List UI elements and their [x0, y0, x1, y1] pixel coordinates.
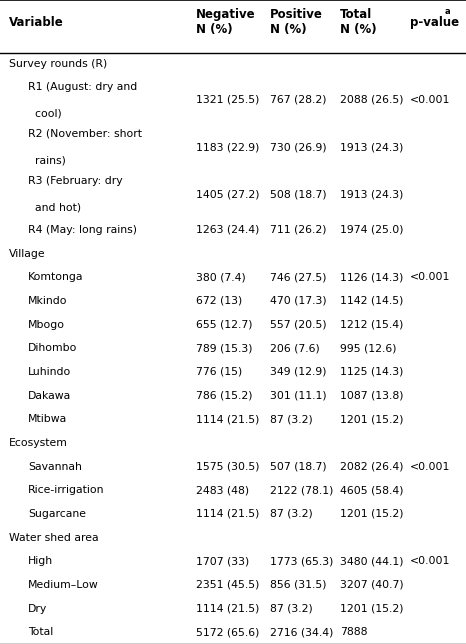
Text: 1114 (21.5): 1114 (21.5) [196, 414, 259, 424]
Text: 655 (12.7): 655 (12.7) [196, 319, 252, 330]
Text: p-value: p-value [410, 16, 459, 29]
Text: 2483 (48): 2483 (48) [196, 485, 249, 495]
Text: 2716 (34.4): 2716 (34.4) [270, 627, 334, 637]
Text: 301 (11.1): 301 (11.1) [270, 391, 327, 401]
Text: High: High [28, 556, 53, 566]
Text: R4 (May: long rains): R4 (May: long rains) [28, 225, 137, 235]
Text: R1 (August: dry and: R1 (August: dry and [28, 82, 137, 91]
Text: Positive
N (%): Positive N (%) [270, 8, 323, 36]
Text: 7888: 7888 [340, 627, 368, 637]
Text: 206 (7.6): 206 (7.6) [270, 343, 320, 354]
Text: Negative
N (%): Negative N (%) [196, 8, 255, 36]
Text: 1126 (14.3): 1126 (14.3) [340, 272, 404, 282]
Text: 1201 (15.2): 1201 (15.2) [340, 603, 404, 614]
Text: <0.001: <0.001 [410, 556, 451, 566]
Text: 776 (15): 776 (15) [196, 367, 242, 377]
Text: 507 (18.7): 507 (18.7) [270, 462, 327, 471]
Text: 2122 (78.1): 2122 (78.1) [270, 485, 334, 495]
Text: Sugarcane: Sugarcane [28, 509, 86, 519]
Text: <0.001: <0.001 [410, 95, 451, 105]
Text: <0.001: <0.001 [410, 462, 451, 471]
Text: R3 (February: dry: R3 (February: dry [28, 176, 123, 186]
Text: Total
N (%): Total N (%) [340, 8, 377, 36]
Text: 3207 (40.7): 3207 (40.7) [340, 580, 404, 590]
Text: and hot): and hot) [28, 203, 81, 213]
Text: 1974 (25.0): 1974 (25.0) [340, 225, 404, 235]
Text: 672 (13): 672 (13) [196, 296, 242, 306]
Text: 711 (26.2): 711 (26.2) [270, 225, 327, 235]
Text: 2082 (26.4): 2082 (26.4) [340, 462, 404, 471]
Text: a: a [445, 7, 451, 16]
Text: Total: Total [28, 627, 53, 637]
Text: Ecosystem: Ecosystem [9, 438, 68, 448]
Text: Mkindo: Mkindo [28, 296, 68, 306]
Text: rains): rains) [28, 155, 66, 166]
Text: 1575 (30.5): 1575 (30.5) [196, 462, 259, 471]
Text: 1321 (25.5): 1321 (25.5) [196, 95, 259, 105]
Text: Savannah: Savannah [28, 462, 82, 471]
Text: 786 (15.2): 786 (15.2) [196, 391, 252, 401]
Text: Dry: Dry [28, 603, 47, 614]
Text: 1913 (24.3): 1913 (24.3) [340, 142, 404, 152]
Text: Dihombo: Dihombo [28, 343, 77, 354]
Text: 1913 (24.3): 1913 (24.3) [340, 189, 404, 200]
Text: 3480 (44.1): 3480 (44.1) [340, 556, 404, 566]
Text: 2351 (45.5): 2351 (45.5) [196, 580, 259, 590]
Text: 5172 (65.6): 5172 (65.6) [196, 627, 259, 637]
Text: Survey rounds (R): Survey rounds (R) [9, 59, 108, 70]
Text: 1142 (14.5): 1142 (14.5) [340, 296, 404, 306]
Text: 1201 (15.2): 1201 (15.2) [340, 414, 404, 424]
Text: 470 (17.3): 470 (17.3) [270, 296, 327, 306]
Text: 87 (3.2): 87 (3.2) [270, 603, 313, 614]
Text: 1114 (21.5): 1114 (21.5) [196, 509, 259, 519]
Text: 856 (31.5): 856 (31.5) [270, 580, 327, 590]
Text: 87 (3.2): 87 (3.2) [270, 509, 313, 519]
Text: 2088 (26.5): 2088 (26.5) [340, 95, 404, 105]
Text: 4605 (58.4): 4605 (58.4) [340, 485, 404, 495]
Text: 789 (15.3): 789 (15.3) [196, 343, 252, 354]
Text: 349 (12.9): 349 (12.9) [270, 367, 327, 377]
Text: Luhindo: Luhindo [28, 367, 71, 377]
Text: cool): cool) [28, 108, 62, 118]
Text: Mbogo: Mbogo [28, 319, 65, 330]
Text: 87 (3.2): 87 (3.2) [270, 414, 313, 424]
Text: 1201 (15.2): 1201 (15.2) [340, 509, 404, 519]
Text: 767 (28.2): 767 (28.2) [270, 95, 327, 105]
Text: R2 (November: short: R2 (November: short [28, 129, 142, 139]
Text: 1707 (33): 1707 (33) [196, 556, 249, 566]
Text: 1125 (14.3): 1125 (14.3) [340, 367, 404, 377]
Text: <0.001: <0.001 [410, 272, 451, 282]
Text: 1212 (15.4): 1212 (15.4) [340, 319, 404, 330]
Text: Mtibwa: Mtibwa [28, 414, 67, 424]
Text: 1773 (65.3): 1773 (65.3) [270, 556, 334, 566]
Text: Variable: Variable [9, 16, 64, 29]
Text: Water shed area: Water shed area [9, 533, 99, 542]
Text: 508 (18.7): 508 (18.7) [270, 189, 327, 200]
Text: 557 (20.5): 557 (20.5) [270, 319, 327, 330]
Text: 1114 (21.5): 1114 (21.5) [196, 603, 259, 614]
Text: Medium–Low: Medium–Low [28, 580, 99, 590]
Text: 1405 (27.2): 1405 (27.2) [196, 189, 259, 200]
Text: 380 (7.4): 380 (7.4) [196, 272, 246, 282]
Text: 1263 (24.4): 1263 (24.4) [196, 225, 259, 235]
Text: 995 (12.6): 995 (12.6) [340, 343, 397, 354]
Text: 1087 (13.8): 1087 (13.8) [340, 391, 404, 401]
Text: Komtonga: Komtonga [28, 272, 83, 282]
Text: 1183 (22.9): 1183 (22.9) [196, 142, 259, 152]
Text: Dakawa: Dakawa [28, 391, 71, 401]
Text: Rice-irrigation: Rice-irrigation [28, 485, 104, 495]
Text: Village: Village [9, 249, 46, 259]
Text: 730 (26.9): 730 (26.9) [270, 142, 327, 152]
Text: 746 (27.5): 746 (27.5) [270, 272, 327, 282]
